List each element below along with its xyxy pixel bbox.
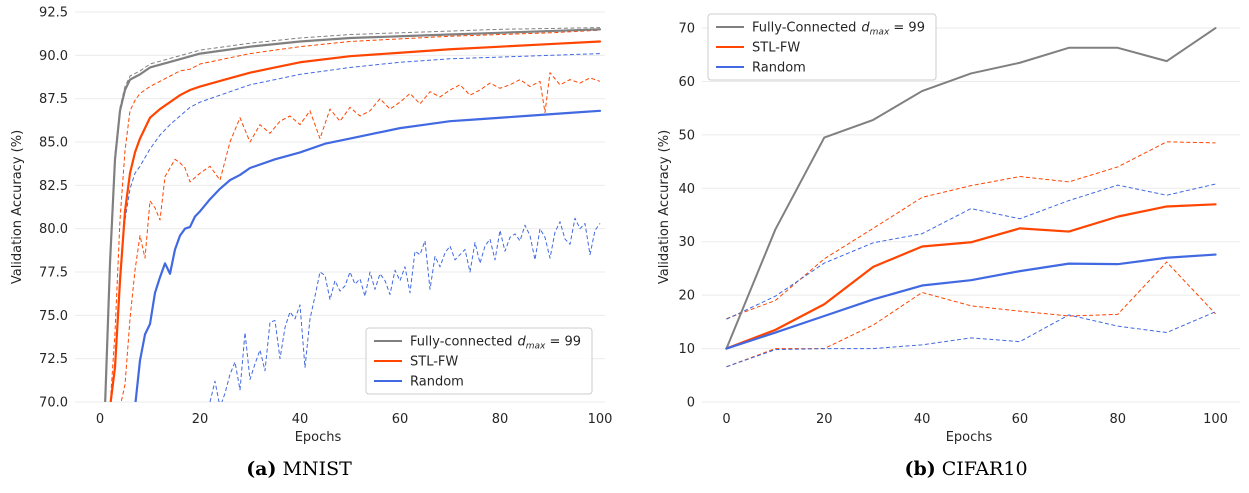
grid-lines-mnist bbox=[75, 11, 605, 403]
y-tick-label-a-0: 70.0 bbox=[39, 396, 68, 411]
series-line-b-fully-connected-mean bbox=[725, 27, 1217, 350]
caption-prefix-mnist: (a) bbox=[246, 458, 276, 480]
y-tick-label-b-7: 70 bbox=[678, 22, 695, 37]
legend-label-a-random: Random bbox=[410, 375, 464, 390]
series-line-a-random-mean bbox=[134, 109, 602, 402]
series-line-a-stl-fw-upper bbox=[109, 29, 601, 402]
y-tick-labels-mnist: 70.0 72.5 75.0 77.5 80.0 82.5 85.0 87.5 90.0 92.5 bbox=[39, 6, 68, 411]
x-tick-label-a-4: 80 bbox=[492, 412, 509, 427]
y-tick-label-b-2: 20 bbox=[678, 289, 695, 304]
plot-area-a bbox=[104, 27, 602, 402]
x-tick-label-b-4: 80 bbox=[1109, 412, 1126, 427]
y-tick-label-a-1: 72.5 bbox=[39, 352, 68, 367]
series-group-mnist bbox=[104, 27, 602, 402]
caption-text-cifar10: CIFAR10 bbox=[942, 458, 1028, 480]
y-tick-label-a-5: 82.5 bbox=[39, 179, 68, 194]
series-line-b-random-lower bbox=[726, 311, 1216, 368]
legend-label-b-stl-fw: STL-FW bbox=[752, 41, 800, 56]
y-axis-label-mnist: Validation Accuracy (%) bbox=[10, 130, 25, 284]
y-tick-label-b-5: 50 bbox=[678, 128, 695, 143]
y-tick-label-a-8: 90.0 bbox=[39, 49, 68, 64]
legend-label-b-random: Random bbox=[752, 61, 806, 76]
y-tick-label-a-9: 92.5 bbox=[39, 6, 68, 21]
series-line-a-random-upper bbox=[110, 53, 601, 402]
x-tick-label-b-3: 60 bbox=[1012, 412, 1029, 427]
x-tick-label-a-0: 0 bbox=[96, 412, 104, 427]
y-tick-label-b-4: 40 bbox=[678, 182, 695, 197]
caption-prefix-cifar10: (b) bbox=[904, 458, 935, 480]
legend-label-a-stl-fw: STL-FW bbox=[410, 355, 458, 370]
series-line-a-stl-fw-mean bbox=[109, 40, 602, 402]
caption-mnist: (a) MNIST bbox=[246, 458, 352, 480]
x-tick-label-a-5: 100 bbox=[588, 412, 613, 427]
y-tick-label-a-3: 77.5 bbox=[39, 266, 68, 281]
x-axis-label-mnist: Epochs bbox=[295, 430, 342, 445]
x-tick-label-b-0: 0 bbox=[722, 412, 730, 427]
series-line-b-random-mean bbox=[725, 253, 1217, 350]
legend-box-b bbox=[707, 13, 937, 81]
series-line-b-stl-fw-mean bbox=[725, 203, 1217, 350]
x-tick-labels-cifar10: 0 20 40 60 80 100 bbox=[722, 412, 1228, 427]
y-tick-label-a-6: 85.0 bbox=[39, 136, 68, 151]
caption-text-mnist: MNIST bbox=[283, 458, 353, 480]
y-tick-labels-cifar10: 0 10 20 30 40 50 60 70 bbox=[678, 22, 695, 411]
x-tick-label-a-2: 40 bbox=[292, 412, 309, 427]
y-tick-label-a-2: 75.0 bbox=[39, 309, 68, 324]
x-tick-label-a-3: 60 bbox=[392, 412, 409, 427]
y-tick-label-b-3: 30 bbox=[678, 235, 695, 250]
series-line-a-fully-connected-mean bbox=[104, 28, 602, 402]
legend-label-b-fully-connected: Fully-Connected dmax = 99 bbox=[752, 21, 925, 38]
legend-mnist: Fully-connected dmax = 99 STL-FW Random bbox=[365, 327, 593, 395]
y-tick-label-a-7: 87.5 bbox=[39, 92, 68, 107]
plot-area-b bbox=[725, 27, 1217, 368]
panel-mnist: 70.0 72.5 75.0 77.5 80.0 82.5 85.0 87.5 90.0 92.5… bbox=[10, 6, 612, 481]
series-line-a-stl-fw-lower bbox=[120, 72, 601, 402]
x-tick-label-b-5: 100 bbox=[1203, 412, 1228, 427]
caption-cifar10: (b) CIFAR10 bbox=[904, 458, 1027, 480]
series-group-cifar10 bbox=[725, 27, 1217, 368]
legend-cifar10: Fully-Connected dmax = 99 STL-FW Random bbox=[707, 13, 937, 81]
series-line-b-stl-fw-upper bbox=[726, 141, 1216, 320]
series-line-b-stl-fw-lower bbox=[726, 261, 1216, 368]
y-tick-label-b-1: 10 bbox=[678, 342, 695, 357]
series-line-b-random-upper bbox=[726, 183, 1216, 320]
series-line-a-random-lower bbox=[209, 217, 601, 402]
y-tick-label-a-4: 80.0 bbox=[39, 222, 68, 237]
legend-label-a-fully-connected: Fully-connected dmax = 99 bbox=[410, 335, 581, 352]
x-tick-label-b-2: 40 bbox=[914, 412, 931, 427]
x-tick-label-b-1: 20 bbox=[816, 412, 833, 427]
panel-cifar10: 0 10 20 30 40 50 60 70 0 20 40 60 80 100 Epochs Vali… bbox=[657, 13, 1240, 480]
legend-box-a bbox=[365, 327, 593, 395]
y-tick-label-b-6: 60 bbox=[678, 75, 695, 90]
y-tick-label-b-0: 0 bbox=[687, 396, 695, 411]
y-axis-label-cifar10: Validation Accuracy (%) bbox=[657, 130, 672, 284]
x-tick-label-a-1: 20 bbox=[192, 412, 209, 427]
x-axis-label-cifar10: Epochs bbox=[946, 430, 993, 445]
x-tick-labels-mnist: 0 20 40 60 80 100 bbox=[96, 412, 613, 427]
